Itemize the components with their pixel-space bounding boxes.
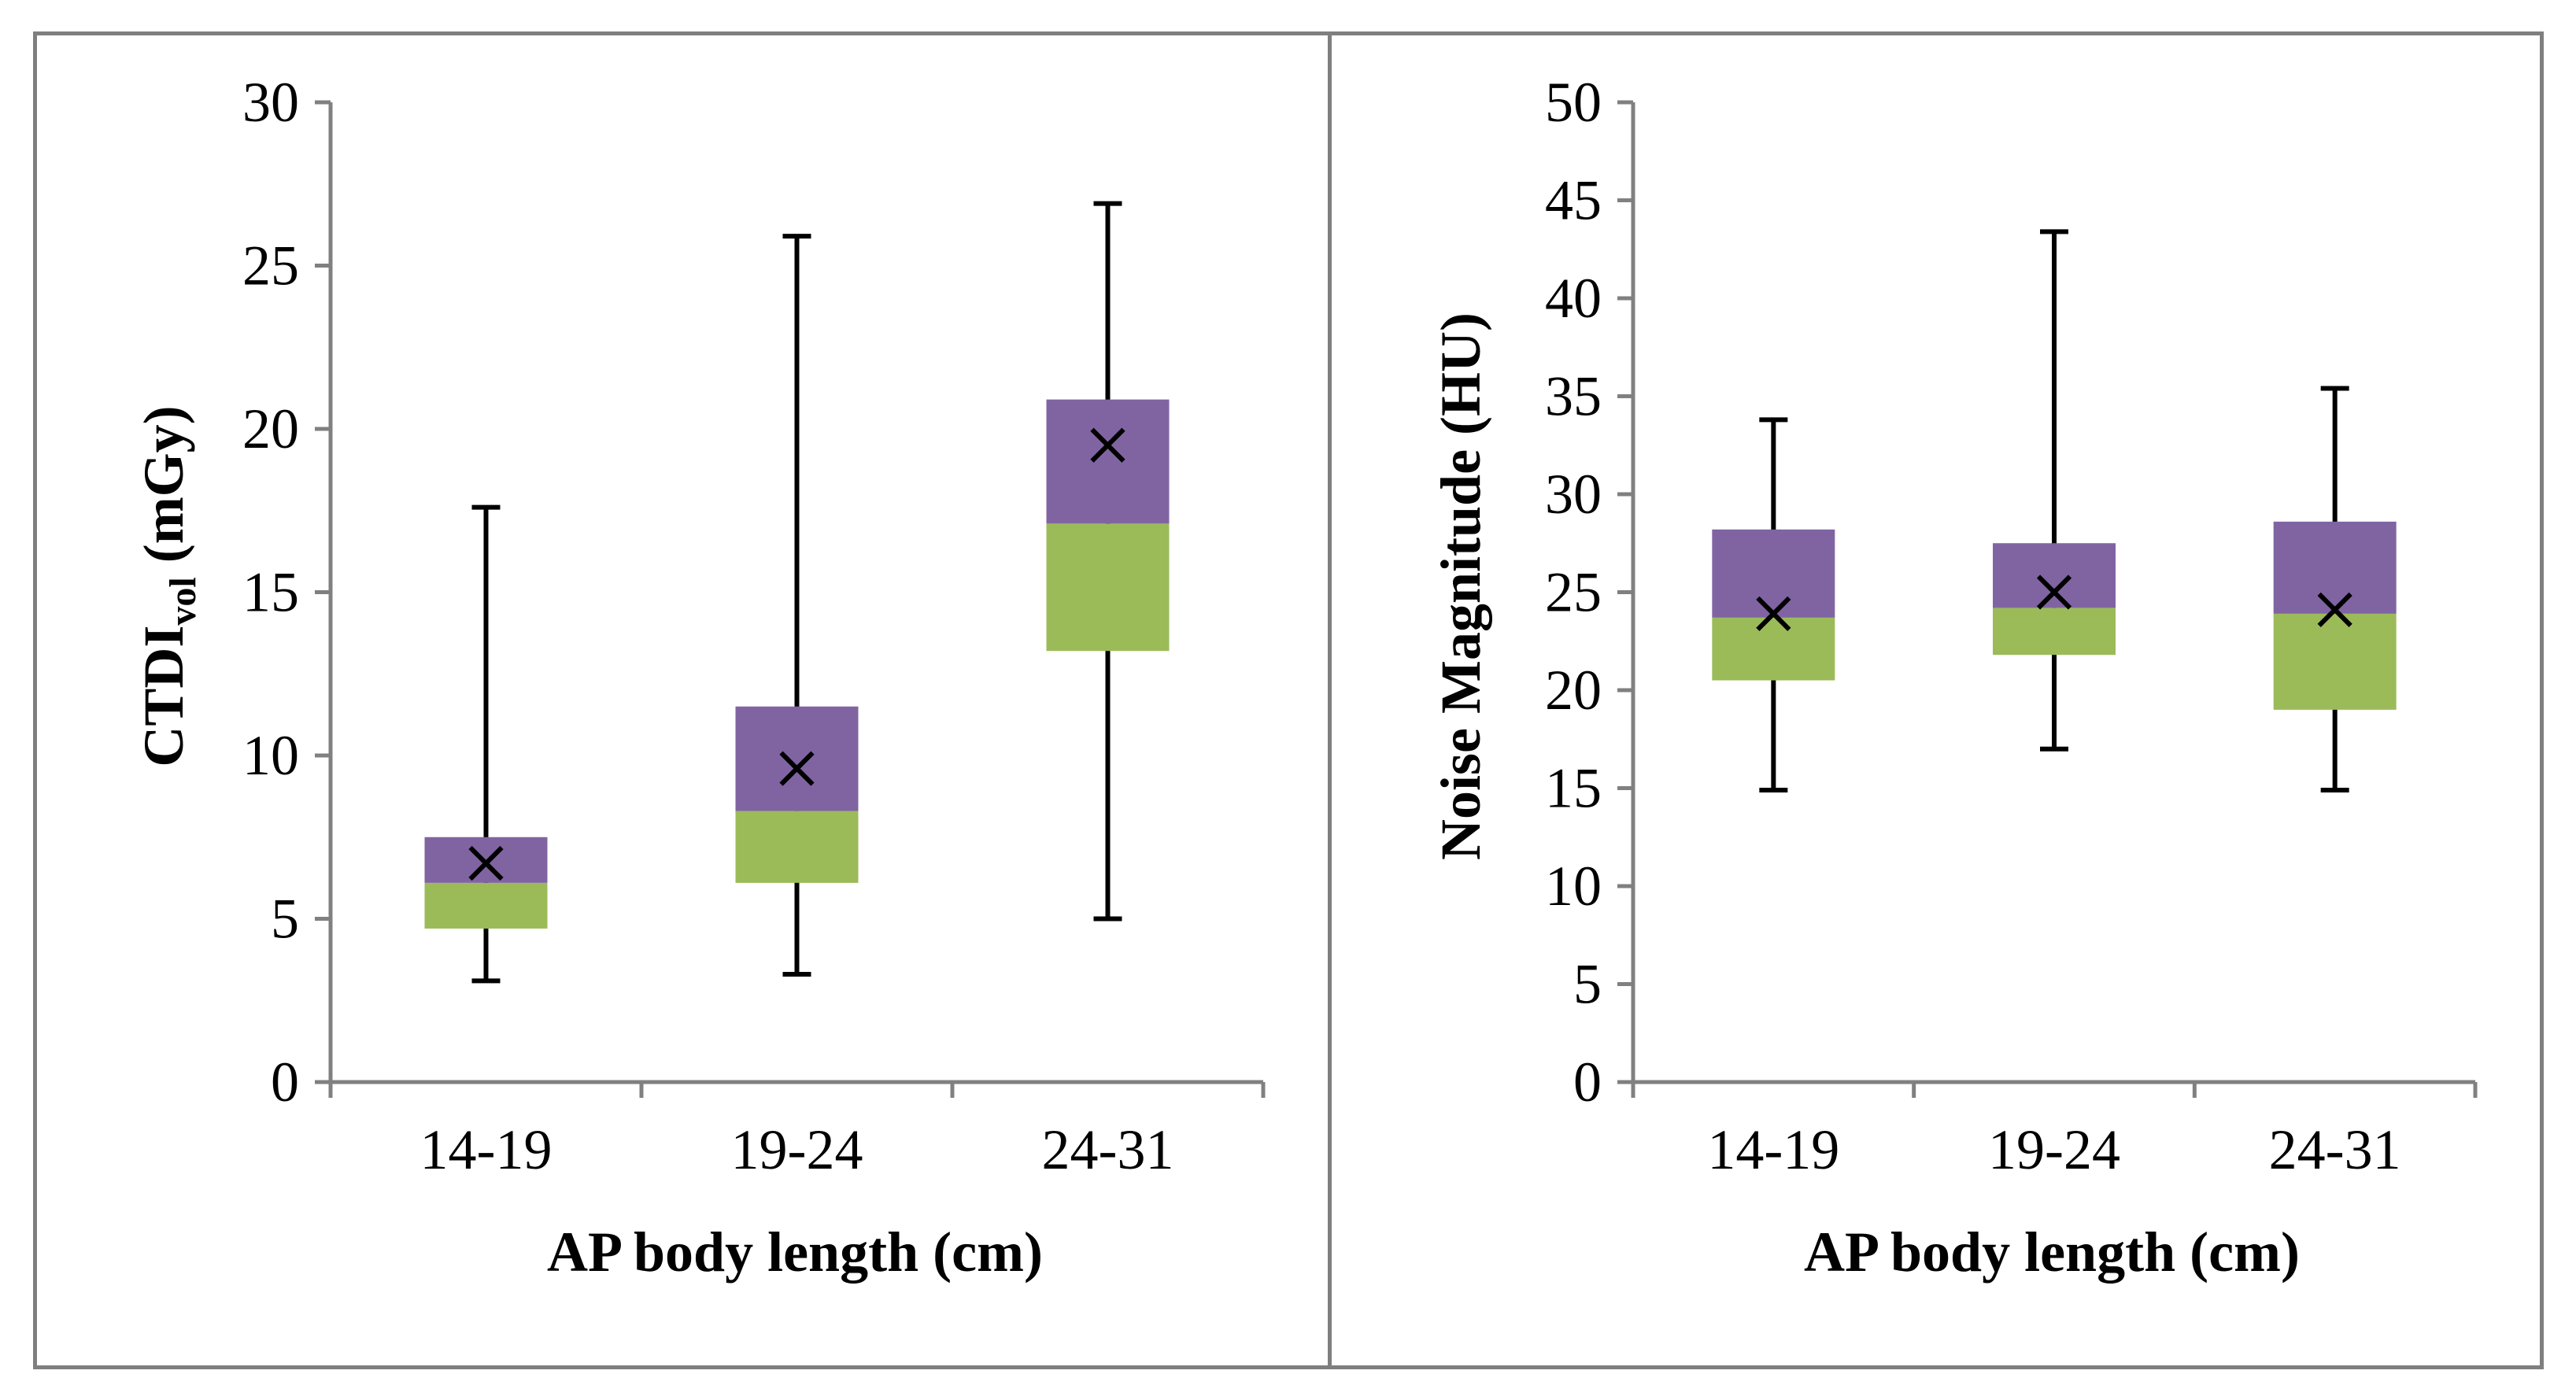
noise-y-tick-label: 5 (1573, 953, 1602, 1016)
ctdi-y-tick-label: 30 (242, 71, 299, 134)
noise-chart: 0 5 10 15 20 25 30 35 40 45 50 14-19 19-24 24-31 (1545, 71, 2478, 1181)
ctdi-x-tick-label: 24-31 (1042, 1118, 1174, 1181)
noise-box-upper-24-31 (2273, 521, 2397, 614)
noise-box-lower-14-19 (1712, 617, 1835, 681)
noise-y-tick-label: 15 (1545, 757, 1602, 820)
ctdi-box-upper-19-24 (735, 706, 859, 811)
noise-box-upper-14-19 (1712, 529, 1835, 618)
noise-y-tick-label: 50 (1545, 71, 1602, 134)
noise-y-tick-label: 25 (1545, 561, 1602, 624)
y-axis-title-ctdi: CTDIvol (mGy) (132, 405, 204, 766)
ctdi-y-tick-label: 0 (271, 1051, 299, 1114)
noise-y-tick-label: 40 (1545, 267, 1602, 330)
ctdi-box-lower-14-19 (424, 882, 548, 929)
y-axis-title-noise: Noise Magnitude (HU) (1429, 312, 1492, 860)
ctdi-x-tick-label: 14-19 (420, 1118, 553, 1181)
ctdi-box-upper-24-31 (1046, 399, 1170, 524)
noise-box-lower-24-31 (2273, 613, 2397, 710)
noise-y-tick-label: 30 (1545, 463, 1602, 526)
x-axis-title-noise: AP body length (cm) (1804, 1221, 2300, 1284)
ctdi-y-tick-label: 5 (271, 888, 299, 951)
y-axis-title-ctdi-main: CTDI (132, 626, 195, 767)
ctdi-y-tick-label: 20 (242, 397, 299, 460)
noise-x-tick-label: 14-19 (1707, 1118, 1839, 1181)
chart-panel-ctdi (33, 31, 1332, 1369)
noise-y-tick-label: 45 (1545, 169, 1602, 232)
ctdi-y-tick-label: 15 (242, 561, 299, 624)
noise-x-tick-label: 24-31 (2269, 1118, 2401, 1181)
ctdi-box-lower-19-24 (735, 811, 859, 883)
noise-y-tick-label: 0 (1573, 1051, 1602, 1114)
noise-y-tick-label: 10 (1545, 855, 1602, 918)
y-axis-title-ctdi-unit: (mGy) (132, 405, 195, 577)
noise-y-tick-label: 35 (1545, 365, 1602, 428)
ctdi-y-tick-label: 10 (242, 724, 299, 787)
ctdi-mean-marker-b-24-31 (1090, 427, 1125, 463)
ctdi-chart: 0 5 10 15 20 25 30 14-19 19-24 24-31 (242, 71, 1266, 1181)
ctdi-mean-marker-b-14-19 (468, 845, 504, 881)
ctdi-box-lower-24-31 (1046, 523, 1170, 652)
noise-mean-marker-b-14-19 (1756, 596, 1791, 632)
noise-y-tick-label: 20 (1545, 659, 1602, 722)
ctdi-y-tick-label: 25 (242, 235, 299, 297)
noise-box-lower-19-24 (1993, 608, 2116, 656)
y-axis-title-ctdi-sub: vol (162, 577, 204, 625)
noise-box-upper-19-24 (1993, 543, 2116, 608)
x-axis-title-ctdi: AP body length (cm) (547, 1221, 1043, 1284)
noise-x-tick-label: 19-24 (1988, 1118, 2120, 1181)
ctdi-x-tick-label: 19-24 (731, 1118, 863, 1181)
noise-mean-marker-b-19-24 (2036, 574, 2072, 610)
ctdi-mean-marker-b-19-24 (779, 751, 815, 786)
noise-mean-marker-b-24-31 (2317, 592, 2352, 628)
